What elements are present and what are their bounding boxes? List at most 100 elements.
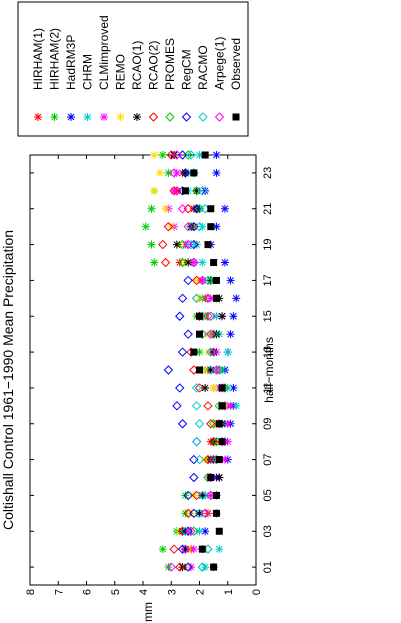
data-point [172, 186, 182, 196]
data-point [208, 347, 219, 357]
data-point [226, 401, 235, 410]
data-point [195, 509, 204, 518]
data-point [214, 365, 224, 375]
data-point [206, 329, 216, 339]
data-point [197, 562, 208, 572]
legend-label: Observed [229, 38, 243, 90]
data-point [164, 563, 173, 572]
data-point [215, 545, 224, 554]
data-point [164, 168, 173, 177]
y-tick-label: 0 [251, 589, 263, 595]
data-point [181, 168, 190, 177]
data-point [192, 204, 201, 213]
data-point [209, 437, 218, 446]
data-point [189, 257, 199, 268]
data-point [175, 258, 184, 267]
legend-label: CHRM [81, 54, 95, 90]
data-point [209, 383, 218, 392]
data-point [212, 151, 221, 159]
data-point [158, 151, 167, 159]
data-point [226, 276, 235, 285]
data-point [194, 383, 205, 393]
x-tick-label: 23 [262, 167, 274, 179]
data-point [192, 240, 201, 249]
data-point [229, 312, 238, 321]
data-point [184, 258, 193, 267]
legend-label: REMO [114, 54, 128, 90]
legend-label: PROMES [163, 38, 177, 90]
x-tick-label: 09 [262, 418, 274, 430]
data-point [187, 509, 196, 518]
data-point [170, 151, 179, 159]
data-marks [141, 150, 241, 572]
data-point [183, 329, 193, 339]
y-tick-label: 6 [82, 589, 94, 595]
data-point [201, 151, 209, 159]
data-point [170, 186, 179, 195]
data-point [186, 526, 196, 536]
data-point [169, 186, 179, 196]
data-point [200, 508, 210, 519]
data-point [212, 330, 221, 339]
data-point [226, 330, 235, 339]
x-axis-label: half−months [262, 337, 276, 403]
data-point [189, 545, 198, 554]
legend-marker [214, 112, 225, 122]
legend-marker [116, 113, 125, 121]
y-tick-label: 4 [138, 589, 150, 595]
data-point [218, 312, 227, 321]
data-point [203, 401, 213, 411]
data-point [194, 454, 205, 465]
data-point [191, 204, 202, 214]
data-point [197, 490, 208, 501]
data-point [215, 473, 224, 482]
data-point [194, 221, 205, 232]
data-point [189, 491, 198, 500]
x-tick-label: 05 [262, 489, 274, 501]
data-point [198, 545, 206, 553]
data-point [210, 259, 218, 266]
chart-title: Coltishall Control 1961−1990 Mean Precip… [0, 230, 16, 530]
data-point [206, 347, 216, 357]
data-point [161, 204, 170, 213]
x-tick-label: 13 [262, 346, 274, 358]
data-point [215, 420, 223, 428]
data-point [190, 348, 198, 356]
data-point [177, 257, 188, 268]
data-point [198, 491, 207, 500]
data-point [206, 366, 215, 374]
data-point [211, 365, 222, 375]
legend-marker [232, 113, 240, 121]
legend-label: HIRHAM(1) [31, 28, 45, 90]
data-point [209, 348, 218, 357]
data-point [206, 419, 216, 429]
x-tick-label: 01 [262, 561, 274, 573]
data-point [191, 293, 202, 304]
data-point [158, 545, 167, 554]
data-point [181, 545, 190, 554]
legend-marker [83, 113, 92, 121]
legend-marker [165, 112, 175, 122]
data-point [203, 509, 212, 518]
data-point [195, 527, 204, 536]
data-point [160, 257, 171, 268]
data-point [178, 527, 187, 536]
data-point [201, 527, 210, 536]
data-point [147, 240, 156, 249]
data-point [203, 330, 212, 339]
data-point [190, 169, 198, 177]
x-tick-label: 19 [262, 238, 274, 250]
data-point [183, 526, 193, 536]
x-tick-label: 03 [262, 525, 274, 537]
data-point [169, 168, 179, 178]
data-point [167, 222, 176, 231]
data-point [172, 168, 181, 177]
legend-marker [50, 113, 59, 121]
legend-label: HIRHAM(2) [48, 28, 62, 90]
x-tick-label: 07 [262, 453, 274, 465]
data-point [191, 401, 202, 411]
data-point [206, 311, 216, 321]
legend-marker [67, 113, 75, 121]
data-point [201, 383, 210, 392]
data-point [180, 544, 191, 554]
